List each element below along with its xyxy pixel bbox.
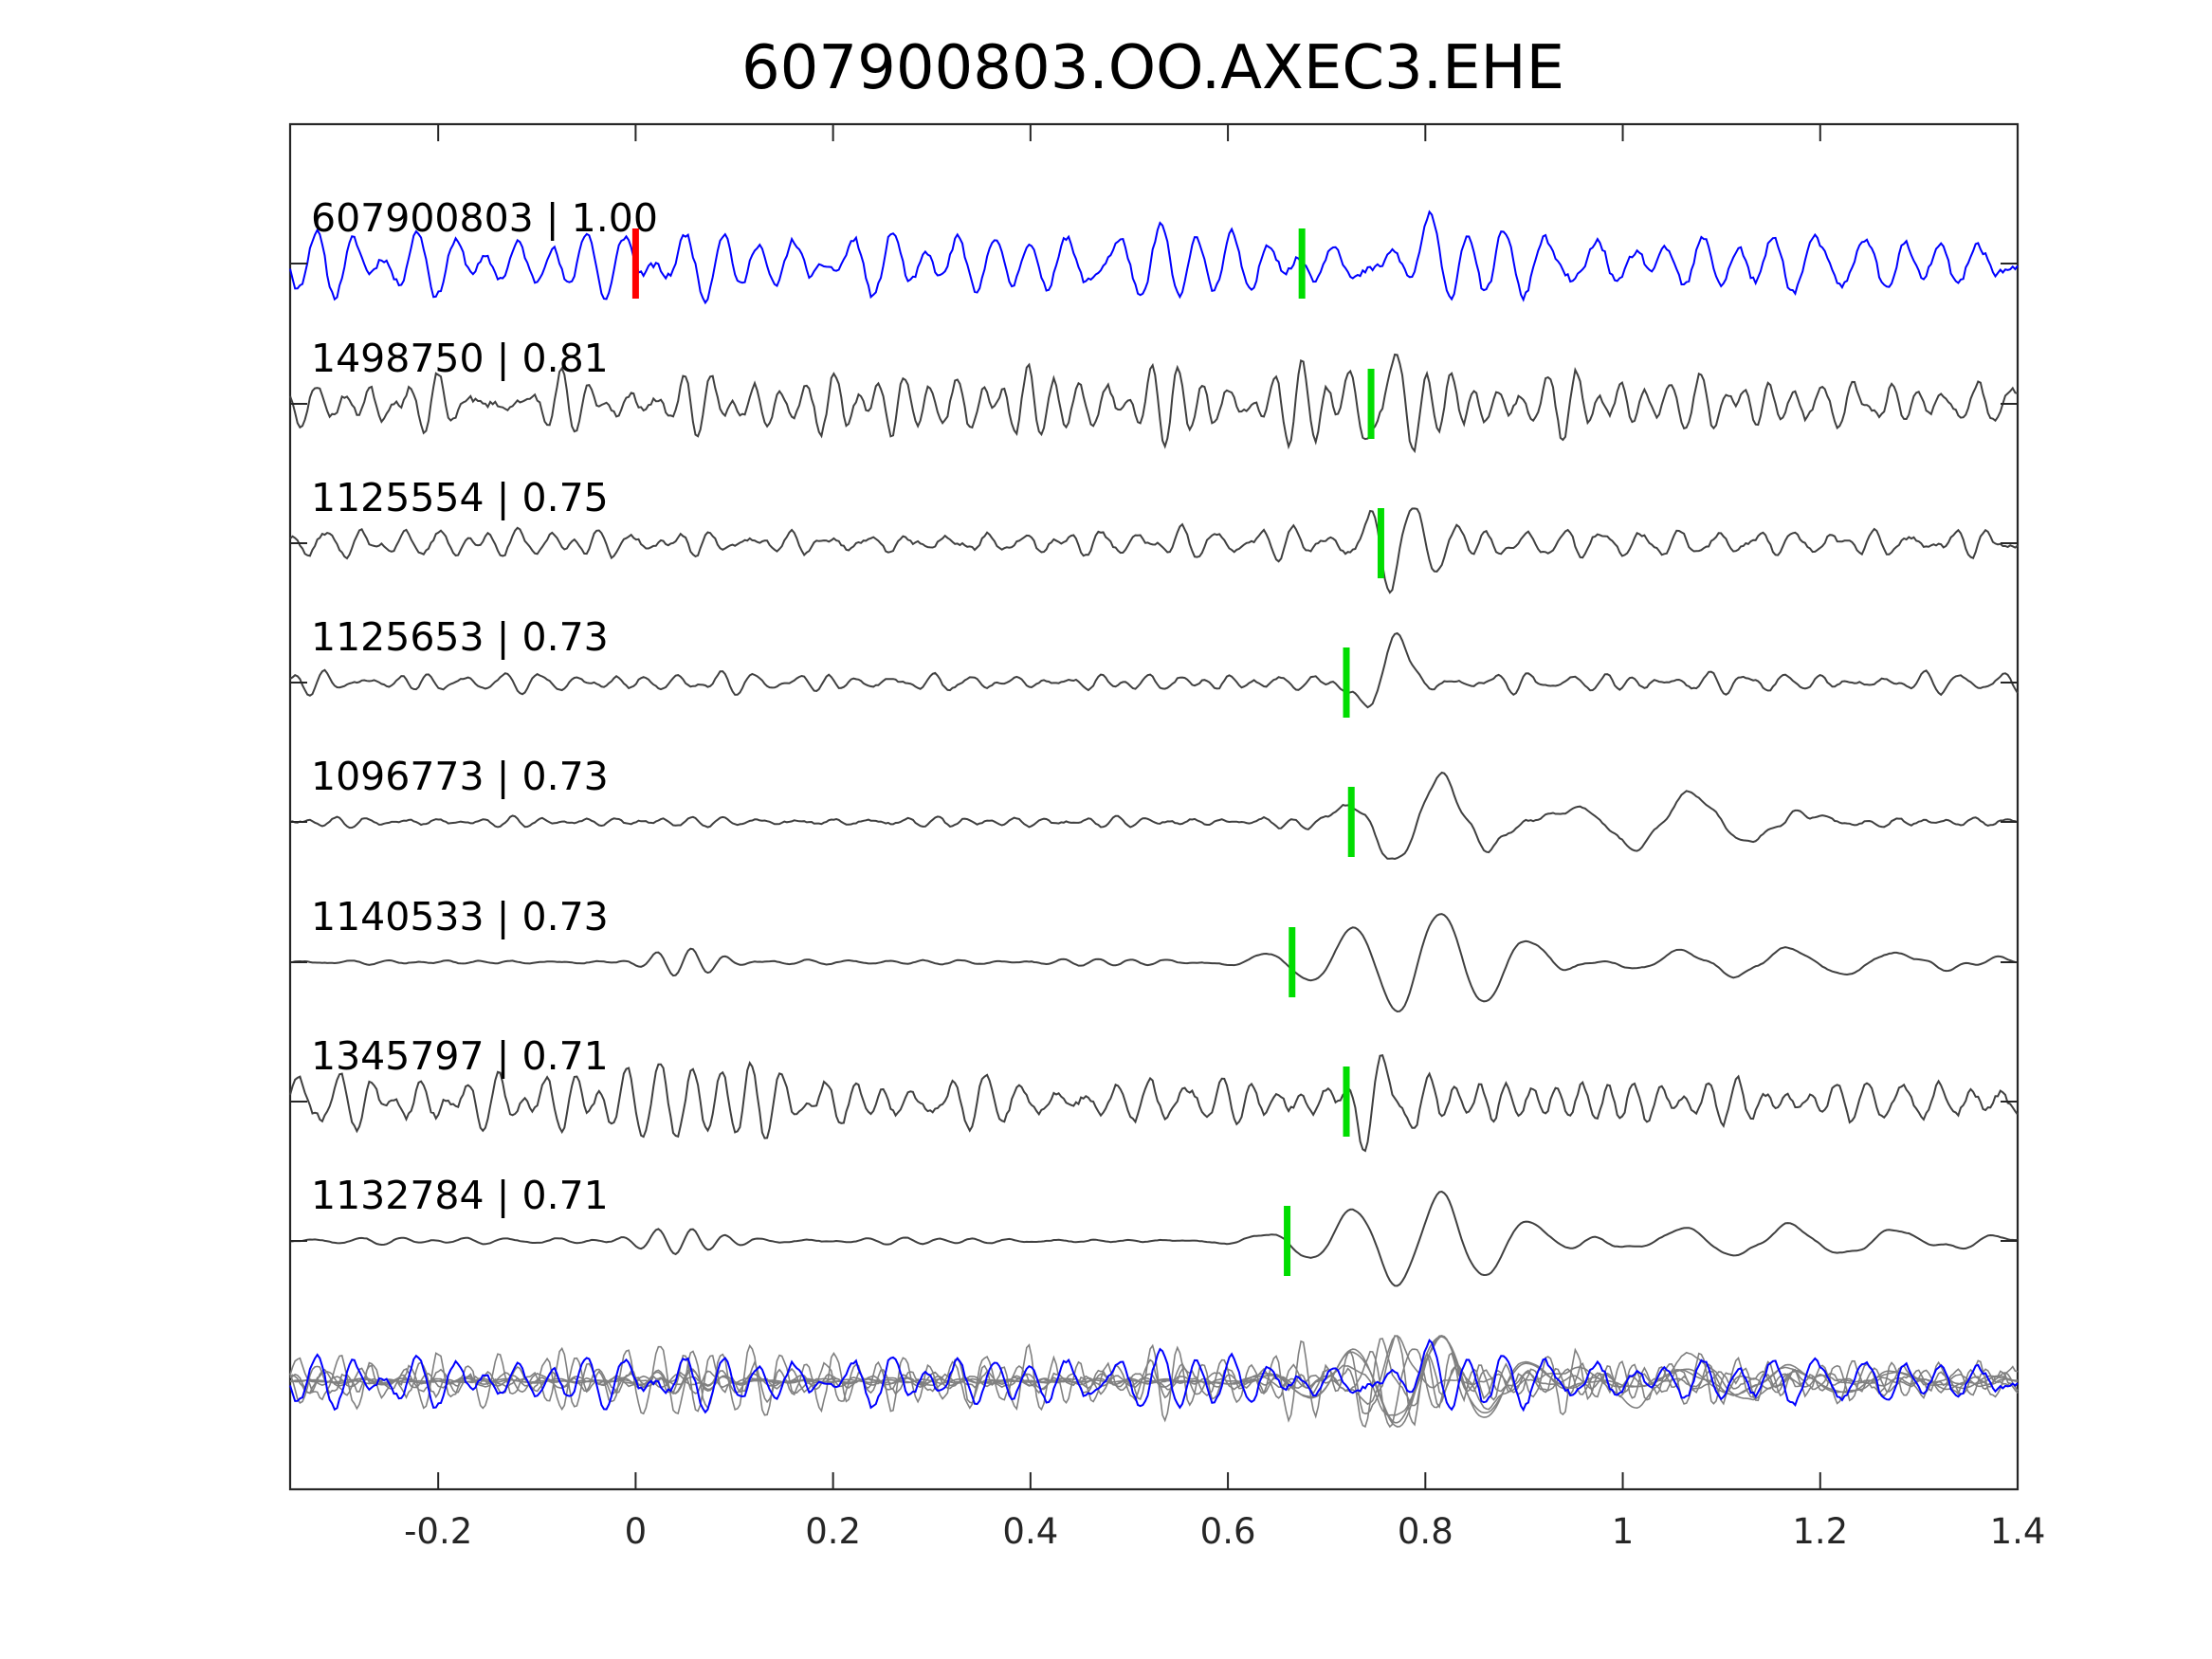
x-tick-label: -0.2 [404,1511,472,1552]
trace-1140533 [289,913,2019,1013]
overlay-stack [289,1335,2019,1429]
picks-layer [631,228,1384,1276]
trace-607900803 [289,210,2019,305]
x-tick-label: 0 [625,1511,648,1552]
trace-label-1096773: 1096773 | 0.73 [311,754,609,799]
overlay-trace-master [289,1339,2019,1414]
trace-label-1125653: 1125653 | 0.73 [311,614,609,660]
x-tick-label: 0.8 [1398,1511,1453,1552]
trace-label-1132784: 1132784 | 0.71 [311,1173,609,1218]
traces-layer [289,210,2019,1287]
trace-1345797 [289,1054,2019,1153]
x-tick-label: 1.4 [1990,1511,2046,1552]
trace-1096773 [289,771,2019,861]
overlay-trace-1132784 [289,1335,2019,1424]
x-tick-label: 0.4 [1002,1511,1058,1552]
trace-1132784 [290,1190,2019,1287]
trace-label-1345797: 1345797 | 0.71 [311,1033,609,1079]
x-tick-label: 1 [1612,1511,1635,1552]
trace-1125554 [289,507,2019,594]
x-tick-label: 0.6 [1200,1511,1256,1552]
trace-labels-layer: 607900803 | 1.00 1498750 | 0.81 1125554 | … [311,195,658,1218]
x-tick-label: 1.2 [1792,1511,1848,1552]
trace-1125653 [289,631,2019,709]
trace-label-1140533: 1140533 | 0.73 [311,894,609,939]
plot-axes-box [288,122,2020,1491]
trace-label-1125554: 1125554 | 0.75 [311,475,609,520]
chart-title: 607900803.OO.AXEC3.EHE [741,33,1564,103]
x-axis-ticks: -0.2 0 0.2 0.4 0.6 0.8 1 1.2 1.4 [290,124,2045,1552]
trace-1498750 [289,353,2019,454]
overlay-trace-1498750 [289,1335,2019,1427]
trace-label-607900803: 607900803 | 1.00 [311,195,658,241]
trace-label-1498750: 1498750 | 0.81 [311,336,609,381]
x-tick-label: 0.2 [805,1511,861,1552]
